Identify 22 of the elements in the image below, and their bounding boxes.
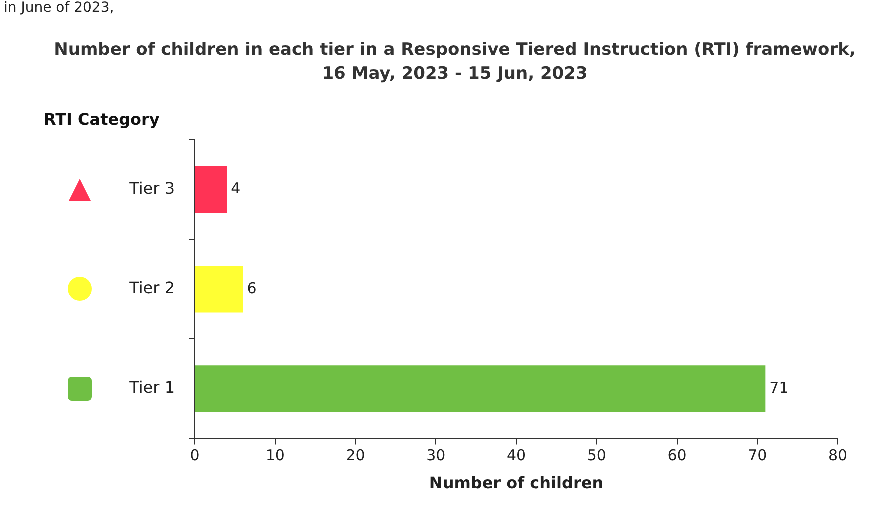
text: in June of 2023, [4,0,114,16]
y-tick-label: Tier 3 [128,178,175,198]
x-tick-label: 0 [190,446,200,465]
bar [196,366,766,412]
x-tick-label: 80 [828,446,848,465]
x-tick-label: 50 [587,446,606,465]
x-axis-title: Number of children [429,474,604,493]
x-tick-label: 10 [266,446,285,465]
y-tick-label: Tier 1 [128,378,175,398]
y-axis-title: RTI Category [44,110,160,129]
bar [196,266,244,313]
x-tick-label: 60 [668,446,687,465]
chart-title: Number of children in each tier in a Responsive Tiered Instruction (RTI) framework, 16 May, 2023 - 15 Jun, 2023 [53,39,857,86]
bar [196,166,228,214]
data-label: 4 [231,180,241,198]
data-label: 71 [770,378,789,397]
data-label: 6 [247,279,257,298]
x-tick-label: 20 [346,446,366,465]
x-tick-label: 30 [426,446,446,465]
y-tick-label: Tier 2 [128,278,175,298]
x-tick-label: 40 [506,446,526,465]
x-tick-label: 70 [748,446,768,465]
